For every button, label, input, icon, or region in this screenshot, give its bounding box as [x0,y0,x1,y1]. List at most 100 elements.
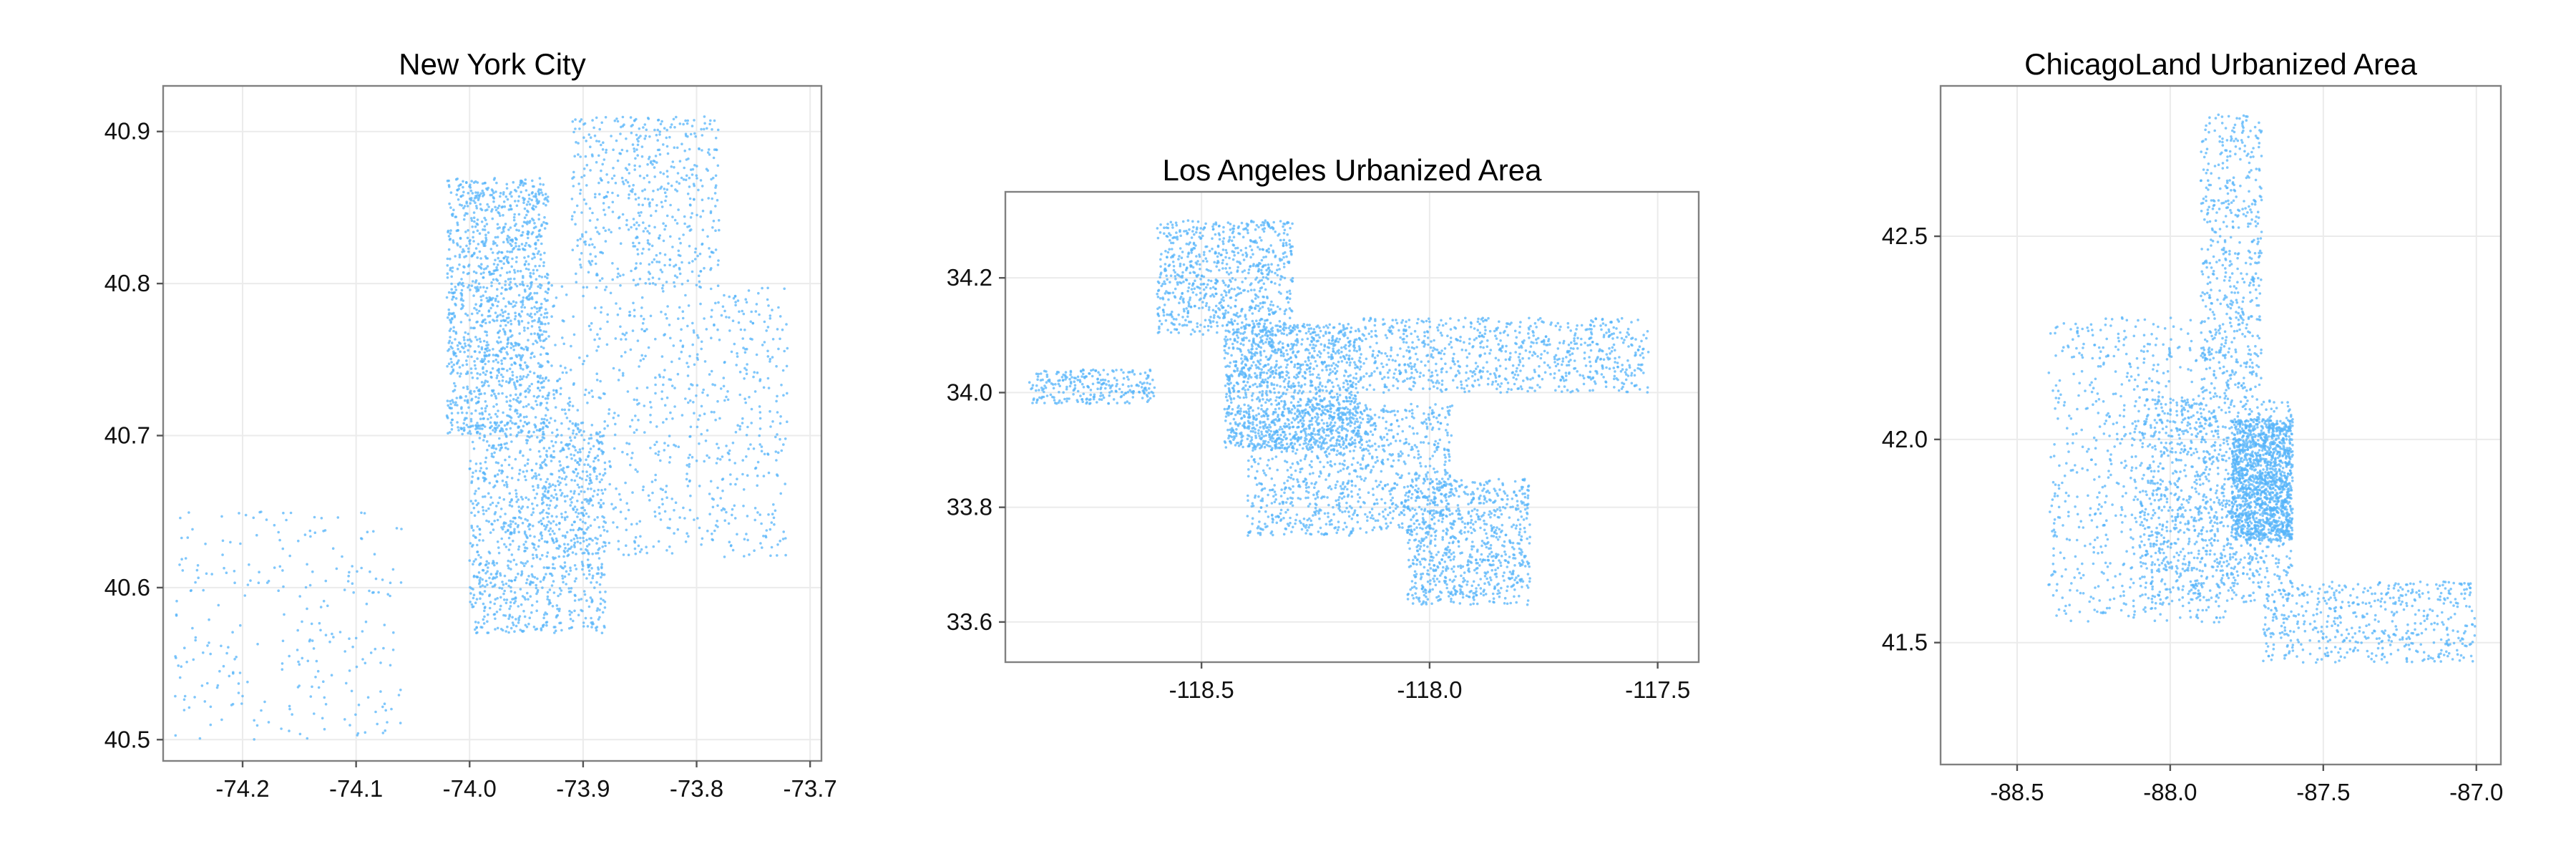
nyc-point [597,488,600,492]
nyc-point [447,417,449,419]
nyc-point [600,631,604,634]
nyc-point [726,398,730,402]
nyc-point [483,615,486,618]
nyc-point [769,317,772,320]
nyc-point [761,344,764,346]
nyc-point [463,339,466,341]
la-point [1254,375,1257,379]
nyc-point [551,605,555,608]
nyc-point [572,130,575,134]
nyc-point [462,299,465,302]
nyc-point [599,397,602,399]
nyc-point [470,180,473,183]
nyc-point [540,386,544,389]
nyc-point [469,542,472,545]
nyc-point [209,723,213,727]
nyc-point [664,199,667,203]
la-point [1316,418,1319,421]
nyc-point [642,221,645,224]
nyc-point [476,576,479,579]
nyc-point [477,400,480,403]
nyc-point [701,149,703,152]
nyc-point [509,286,513,289]
nyc-point [470,412,473,415]
nyc-point [550,537,554,540]
nyc-point [676,528,680,531]
nyc-point [707,148,711,151]
nyc-point [687,157,690,160]
nyc-point [766,453,770,456]
nyc-point [484,244,487,248]
nyc-point [758,405,761,408]
nyc-point [519,419,522,422]
la-point [1257,366,1259,369]
nyc-point [571,422,575,425]
nyc-point [514,624,518,628]
la-point [1333,395,1336,399]
nyc-point [601,545,604,548]
nyc-point [585,528,588,531]
nyc-point [523,530,527,533]
nyc-point [734,482,737,486]
nyc-point [545,198,549,201]
nyc-point [684,293,687,297]
nyc-point [567,397,571,399]
nyc-point [701,185,704,188]
nyc-point [499,443,503,446]
nyc-point [638,520,642,523]
nyc-point [696,334,699,337]
nyc-point [645,551,648,555]
nyc-point [597,572,600,575]
nyc-point [638,203,640,206]
nyc-point [505,345,509,349]
nyc-point [595,475,598,478]
nyc-point [544,611,547,614]
nyc-point [535,205,537,208]
nyc-point [633,147,635,150]
nyc-point [461,303,464,306]
la-point [1301,425,1304,428]
nyc-point [456,221,459,225]
nyc-point [527,525,530,528]
nyc-point [669,336,672,340]
nyc-point [574,594,577,597]
nyc-point [527,421,530,424]
la-point [1312,328,1316,331]
nyc-point [615,487,618,490]
nyc-point [713,119,716,122]
nyc-point [698,274,701,278]
la-point [1258,399,1262,403]
nyc-point [637,196,640,200]
nyc-point [688,225,691,228]
nyc-point [517,245,521,248]
nyc-point [527,255,530,258]
nyc-point [507,261,510,264]
la-point [1240,367,1244,371]
nyc-point [468,185,471,188]
la-point [1226,382,1229,385]
nyc-point [493,602,496,606]
nyc-point [523,550,526,553]
nyc-point [666,152,670,155]
nyc-point [469,288,472,291]
nyc-point [576,244,579,248]
nyc-point [615,139,618,142]
nyc-point [665,549,668,552]
nyc-point [650,261,654,264]
nyc-point [603,488,607,491]
nyc-point [547,447,551,450]
nyc-point [569,369,572,372]
la-point [1237,445,1241,447]
nyc-point [515,284,519,288]
nyc-point [482,268,486,271]
nyc-point [483,351,487,354]
la-point [1224,335,1227,339]
la-point [1244,363,1247,367]
nyc-point [449,229,452,232]
la-point [1267,417,1269,421]
nyc-point [225,651,228,655]
la-point [1304,331,1308,335]
nyc-point [665,281,668,283]
nyc-point [541,498,544,502]
nyc-point [708,513,711,515]
